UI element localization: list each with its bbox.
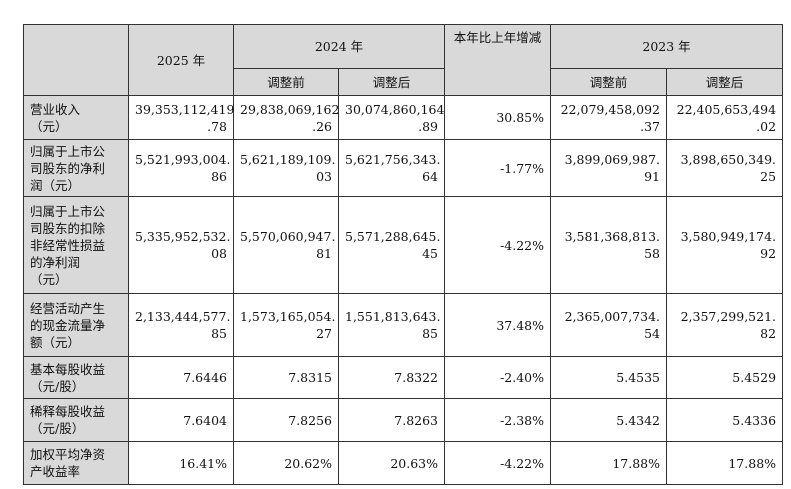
value-2025: 39,353,112,419 .78 (128, 95, 234, 140)
value-2025: 7.6404 (128, 398, 234, 442)
value-2023-after: 17.88% (666, 441, 784, 485)
value-2024-after: 30,074,860,164 .89 (337, 95, 446, 140)
header-2025: 2025 年 (128, 24, 234, 96)
value-2024-after: 20.63% (337, 441, 446, 485)
value-2025: 16.41% (128, 441, 234, 485)
header-2024-after: 调整后 (337, 68, 446, 96)
value-2024-before: 7.8256 (233, 398, 339, 442)
header-2023-before: 调整前 (550, 68, 668, 96)
value-2023-after: 3,580,949,174. 92 (666, 196, 784, 294)
value-2024-after: 5,621,756,343. 64 (337, 139, 446, 197)
value-2023-before: 22,079,458,092 .37 (550, 95, 668, 140)
value-2024-before: 7.8315 (233, 356, 339, 399)
value-2024-after: 5,571,288,645. 45 (337, 196, 446, 294)
table-row: 归属于上市公 司股东的扣除 非经常性损益 的净利润 （元） 5,335,952,… (23, 196, 784, 294)
value-2023-before: 5.4535 (550, 356, 668, 399)
value-2025: 5,335,952,532. 08 (128, 196, 234, 294)
value-2024-before: 5,621,189,109. 03 (233, 139, 339, 197)
header-2024: 2024 年 (232, 24, 446, 69)
value-change: -4.22% (444, 196, 552, 294)
value-2023-after: 5.4336 (666, 398, 784, 442)
value-2023-before: 5.4342 (550, 398, 668, 442)
value-change: 37.48% (444, 293, 552, 357)
value-2023-before: 3,899,069,987. 91 (550, 139, 668, 197)
value-change: -2.38% (444, 398, 552, 442)
value-2024-before: 5,570,060,947. 81 (233, 196, 339, 294)
row-label: 经营活动产生 的现金流量净 额（元） (23, 293, 129, 357)
table-row: 基本每股收益 （元/股） 7.6446 7.8315 7.8322 -2.40%… (23, 356, 784, 399)
value-2024-before: 20.62% (233, 441, 339, 485)
row-label: 营业收入 （元） (23, 95, 129, 140)
financial-summary-table: 2025 年 2024 年 本年比上年增减 2023 年 调整前 调整后 调整前… (23, 24, 784, 485)
value-2025: 7.6446 (128, 356, 234, 399)
header-2023: 2023 年 (550, 24, 784, 69)
value-2025: 2,133,444,577. 85 (128, 293, 234, 357)
value-2023-after: 22,405,653,494 .02 (666, 95, 784, 140)
value-2023-before: 3,581,368,813. 58 (550, 196, 668, 294)
value-2024-after: 1,551,813,643. 85 (337, 293, 446, 357)
row-label: 归属于上市公 司股东的净利 润（元） (23, 139, 129, 197)
row-label: 基本每股收益 （元/股） (23, 356, 129, 399)
header-2024-before: 调整前 (233, 68, 339, 96)
value-2023-before: 17.88% (550, 441, 668, 485)
value-2024-after: 7.8322 (337, 356, 446, 399)
value-change: -1.77% (444, 139, 552, 197)
value-change: -2.40% (444, 356, 552, 399)
row-label: 归属于上市公 司股东的扣除 非经常性损益 的净利润 （元） (23, 196, 129, 294)
row-label: 加权平均净资 产收益率 (23, 441, 129, 485)
value-2023-after: 3,898,650,349. 25 (666, 139, 784, 197)
value-2024-before: 1,573,165,054. 27 (233, 293, 339, 357)
header-change-label: 本年比上年增减 (453, 30, 542, 45)
header-change: 本年比上年增减 (444, 24, 552, 96)
value-2024-after: 7.8263 (337, 398, 446, 442)
table-row: 稀释每股收益 （元/股） 7.6404 7.8256 7.8263 -2.38%… (23, 398, 784, 442)
corner-cell (23, 24, 129, 96)
value-2025: 5,521,993,004. 86 (128, 139, 234, 197)
value-2023-after: 2,357,299,521. 82 (666, 293, 784, 357)
row-label: 稀释每股收益 （元/股） (23, 398, 129, 442)
table-row: 经营活动产生 的现金流量净 额（元） 2,133,444,577. 85 1,5… (23, 293, 784, 357)
header-2023-after: 调整后 (666, 68, 784, 96)
table-row: 营业收入 （元） 39,353,112,419 .78 29,838,069,1… (23, 95, 784, 140)
value-2024-before: 29,838,069,162 .26 (233, 95, 339, 140)
value-change: 30.85% (444, 95, 552, 140)
value-2023-before: 2,365,007,734. 54 (550, 293, 668, 357)
value-change: -4.22% (444, 441, 552, 485)
value-2023-after: 5.4529 (666, 356, 784, 399)
table-row: 归属于上市公 司股东的净利 润（元） 5,521,993,004. 86 5,6… (23, 139, 784, 197)
table-row: 加权平均净资 产收益率 16.41% 20.62% 20.63% -4.22% … (23, 441, 784, 485)
